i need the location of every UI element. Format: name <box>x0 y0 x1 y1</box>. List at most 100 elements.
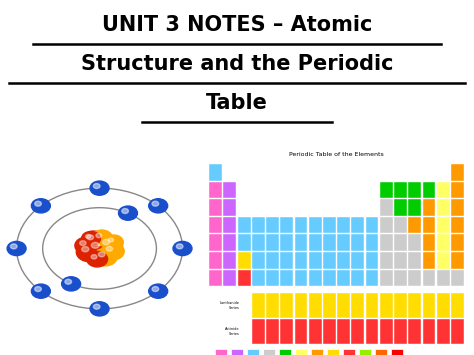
FancyBboxPatch shape <box>294 252 307 268</box>
FancyBboxPatch shape <box>422 293 435 318</box>
FancyBboxPatch shape <box>451 164 464 180</box>
FancyBboxPatch shape <box>309 293 321 318</box>
FancyBboxPatch shape <box>394 270 407 286</box>
FancyBboxPatch shape <box>394 182 407 198</box>
FancyBboxPatch shape <box>281 293 293 318</box>
Circle shape <box>82 231 106 249</box>
FancyBboxPatch shape <box>451 319 464 344</box>
Circle shape <box>35 286 41 291</box>
FancyBboxPatch shape <box>323 293 336 318</box>
FancyBboxPatch shape <box>311 349 323 355</box>
FancyBboxPatch shape <box>237 270 250 286</box>
FancyBboxPatch shape <box>380 252 392 268</box>
FancyBboxPatch shape <box>422 199 435 216</box>
FancyBboxPatch shape <box>365 270 378 286</box>
Circle shape <box>35 201 41 206</box>
FancyBboxPatch shape <box>294 293 307 318</box>
FancyBboxPatch shape <box>351 319 364 344</box>
FancyBboxPatch shape <box>437 252 449 268</box>
FancyBboxPatch shape <box>224 234 236 251</box>
FancyBboxPatch shape <box>422 217 435 233</box>
FancyBboxPatch shape <box>408 252 421 268</box>
FancyBboxPatch shape <box>437 234 449 251</box>
FancyBboxPatch shape <box>281 217 293 233</box>
FancyBboxPatch shape <box>365 293 378 318</box>
FancyBboxPatch shape <box>210 164 222 180</box>
FancyBboxPatch shape <box>323 319 336 344</box>
FancyBboxPatch shape <box>437 319 449 344</box>
Circle shape <box>90 302 109 316</box>
Circle shape <box>10 244 17 249</box>
Circle shape <box>93 248 117 266</box>
Circle shape <box>91 255 97 259</box>
FancyBboxPatch shape <box>309 252 321 268</box>
FancyBboxPatch shape <box>394 199 407 216</box>
FancyBboxPatch shape <box>294 217 307 233</box>
FancyBboxPatch shape <box>337 217 350 233</box>
FancyBboxPatch shape <box>408 217 421 233</box>
FancyBboxPatch shape <box>394 234 407 251</box>
FancyBboxPatch shape <box>210 182 222 198</box>
FancyBboxPatch shape <box>365 319 378 344</box>
Circle shape <box>31 284 50 298</box>
FancyBboxPatch shape <box>380 199 392 216</box>
FancyBboxPatch shape <box>408 234 421 251</box>
Circle shape <box>101 243 124 260</box>
FancyBboxPatch shape <box>337 319 350 344</box>
FancyBboxPatch shape <box>281 270 293 286</box>
FancyBboxPatch shape <box>323 234 336 251</box>
FancyBboxPatch shape <box>422 252 435 268</box>
Circle shape <box>99 252 105 257</box>
FancyBboxPatch shape <box>351 270 364 286</box>
Circle shape <box>106 246 113 251</box>
FancyBboxPatch shape <box>380 217 392 233</box>
Circle shape <box>82 231 100 246</box>
Circle shape <box>149 284 168 298</box>
FancyBboxPatch shape <box>210 234 222 251</box>
FancyBboxPatch shape <box>279 349 291 355</box>
FancyBboxPatch shape <box>451 293 464 318</box>
Text: Actinide
Series: Actinide Series <box>225 327 240 336</box>
FancyBboxPatch shape <box>210 270 222 286</box>
FancyBboxPatch shape <box>380 319 392 344</box>
FancyBboxPatch shape <box>337 293 350 318</box>
FancyBboxPatch shape <box>394 319 407 344</box>
FancyBboxPatch shape <box>437 182 449 198</box>
FancyBboxPatch shape <box>210 199 222 216</box>
FancyBboxPatch shape <box>422 270 435 286</box>
FancyBboxPatch shape <box>437 199 449 216</box>
FancyBboxPatch shape <box>365 252 378 268</box>
Circle shape <box>93 304 100 309</box>
FancyBboxPatch shape <box>337 234 350 251</box>
FancyBboxPatch shape <box>337 270 350 286</box>
Circle shape <box>85 234 91 239</box>
Circle shape <box>65 279 72 284</box>
FancyBboxPatch shape <box>451 270 464 286</box>
FancyBboxPatch shape <box>294 270 307 286</box>
Circle shape <box>152 286 159 291</box>
FancyBboxPatch shape <box>266 319 279 344</box>
FancyBboxPatch shape <box>365 234 378 251</box>
FancyBboxPatch shape <box>247 349 259 355</box>
Circle shape <box>80 241 86 246</box>
FancyBboxPatch shape <box>309 319 321 344</box>
FancyBboxPatch shape <box>294 319 307 344</box>
Circle shape <box>96 233 102 238</box>
Circle shape <box>7 241 26 256</box>
FancyBboxPatch shape <box>224 199 236 216</box>
Circle shape <box>91 230 112 246</box>
FancyBboxPatch shape <box>391 349 403 355</box>
FancyBboxPatch shape <box>252 319 264 344</box>
FancyBboxPatch shape <box>309 217 321 233</box>
FancyBboxPatch shape <box>451 252 464 268</box>
FancyBboxPatch shape <box>215 349 227 355</box>
Circle shape <box>87 235 93 240</box>
FancyBboxPatch shape <box>380 293 392 318</box>
FancyBboxPatch shape <box>294 234 307 251</box>
FancyBboxPatch shape <box>323 252 336 268</box>
FancyBboxPatch shape <box>210 217 222 233</box>
Text: Structure and the Periodic: Structure and the Periodic <box>81 54 393 74</box>
Circle shape <box>82 246 89 252</box>
FancyBboxPatch shape <box>359 349 371 355</box>
FancyBboxPatch shape <box>266 234 279 251</box>
